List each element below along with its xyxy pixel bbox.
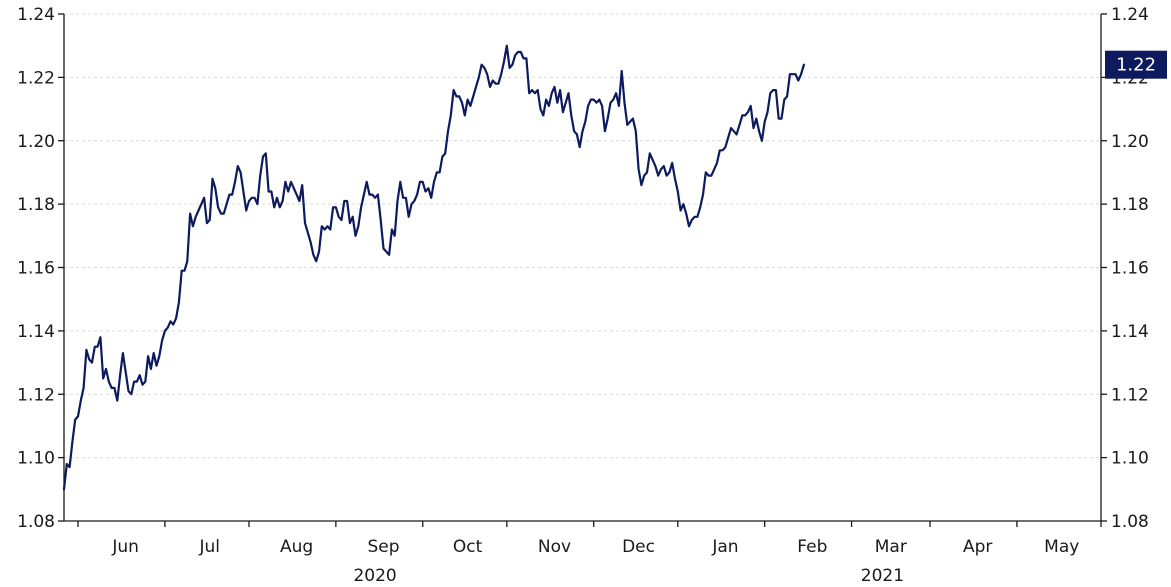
x-tick-label: May bbox=[1044, 537, 1079, 557]
y-tick-labels-left: 1.08 1.10 1.12 1.14 1.16 1.18 1.20 1.22 1.24 bbox=[17, 5, 64, 532]
y-tick-label-left: 1.18 bbox=[17, 195, 55, 215]
y-tick-label-right: 1.24 bbox=[1111, 5, 1149, 25]
x-tick-label: Jul bbox=[198, 537, 220, 557]
y-tick-label-left: 1.08 bbox=[17, 512, 55, 532]
y-tick-label-right: 1.08 bbox=[1111, 512, 1149, 532]
last-value-label-text: 1.22 bbox=[1116, 55, 1156, 76]
y-tick-label-left: 1.16 bbox=[17, 259, 55, 279]
series-line-eurusd bbox=[62, 44, 805, 491]
x-ticks bbox=[77, 521, 1102, 527]
x-tick-label: Dec bbox=[622, 537, 655, 557]
x-tick-label: Feb bbox=[797, 537, 827, 557]
grid bbox=[64, 13, 1101, 459]
last-value-label: 1.22 bbox=[1105, 50, 1167, 79]
y-tick-label-right: 1.14 bbox=[1111, 322, 1149, 342]
x-tick-label: Jun bbox=[111, 537, 139, 557]
y-tick-label-right: 1.12 bbox=[1111, 385, 1149, 405]
y-tick-label-left: 1.22 bbox=[17, 68, 55, 88]
y-tick-label-right: 1.20 bbox=[1111, 132, 1149, 152]
x-year-label: 2021 bbox=[861, 566, 904, 586]
x-tick-label: Oct bbox=[453, 537, 483, 557]
x-tick-labels: Jun Jul Aug Sep Oct Nov Dec Jan Feb Mar Apr May bbox=[111, 537, 1079, 557]
x-year-label: 2020 bbox=[353, 566, 396, 586]
last-value-label-bg bbox=[1105, 50, 1167, 79]
x-tick-label: Aug bbox=[280, 537, 313, 557]
y-tick-label-right: 1.18 bbox=[1111, 195, 1149, 215]
x-tick-label: Nov bbox=[538, 537, 571, 557]
y-tick-label-left: 1.12 bbox=[17, 385, 55, 405]
x-tick-label: Jan bbox=[711, 537, 738, 557]
x-tick-label: Apr bbox=[963, 537, 992, 557]
x-tick-label: Mar bbox=[875, 537, 907, 557]
y-tick-label-left: 1.24 bbox=[17, 5, 55, 25]
y-tick-label-right: 1.16 bbox=[1111, 259, 1149, 279]
y-tick-label-right: 1.10 bbox=[1111, 449, 1149, 469]
y-tick-label-left: 1.10 bbox=[17, 449, 55, 469]
y-tick-label-left: 1.20 bbox=[17, 132, 55, 152]
x-year-labels: 2020 2021 bbox=[353, 566, 904, 586]
y-tick-labels-right: 1.081.101.121.141.161.181.201.221.24 bbox=[1101, 5, 1149, 532]
x-tick-label: Sep bbox=[367, 537, 399, 557]
y-tick-label-left: 1.14 bbox=[17, 322, 55, 342]
